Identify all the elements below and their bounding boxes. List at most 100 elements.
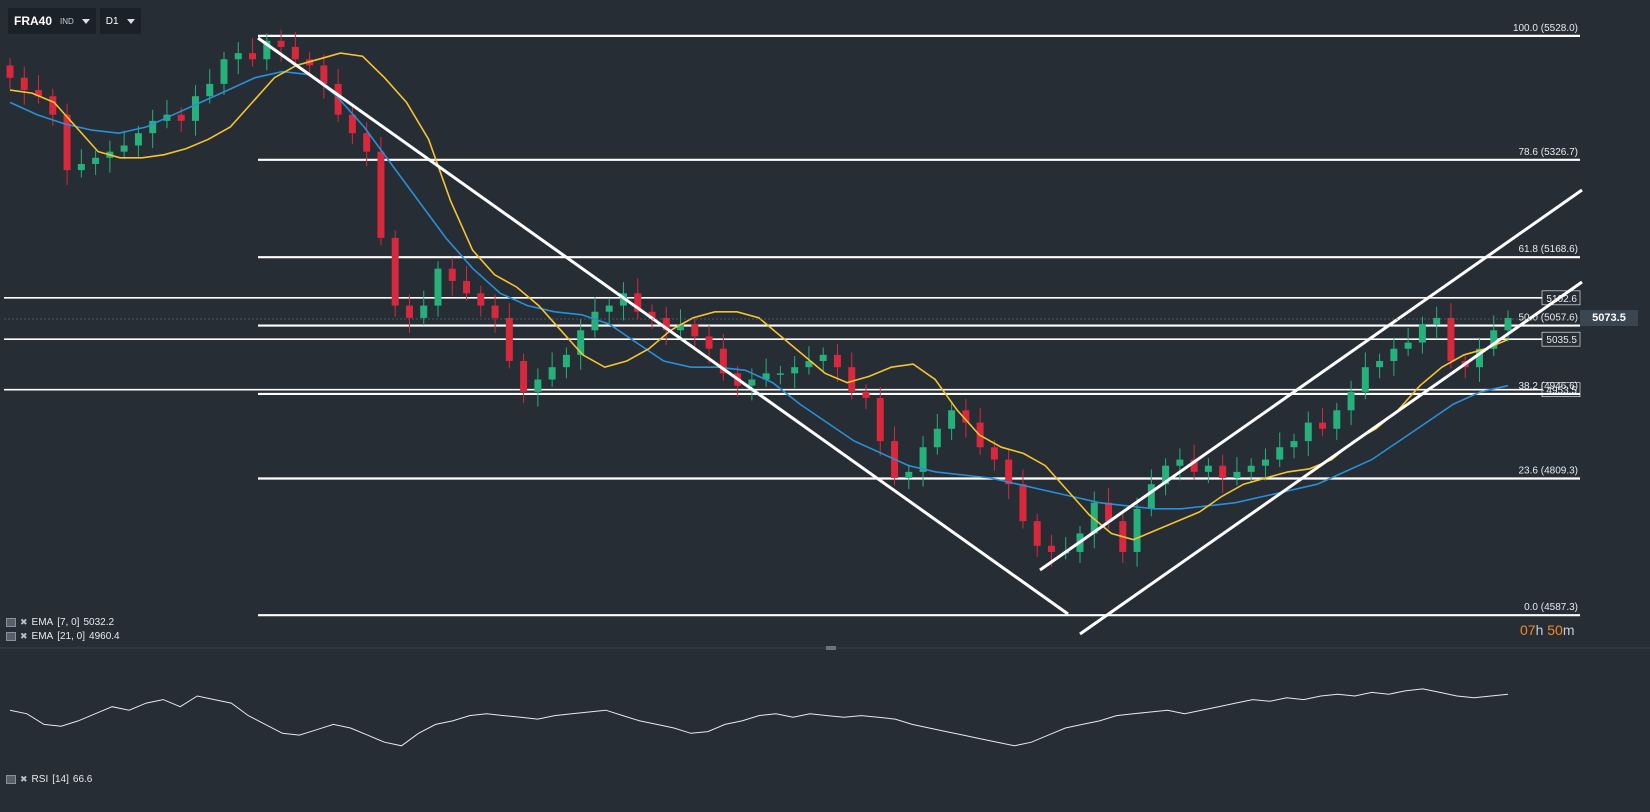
candle-body: [1347, 391, 1355, 411]
candle-body: [1190, 459, 1198, 472]
indicator-settings-icon[interactable]: [6, 632, 16, 641]
fib-level-label: 61.8 (5168.6): [1519, 244, 1579, 255]
candle-body: [277, 40, 285, 47]
candle-body: [791, 367, 799, 374]
timeframe-label: D1: [105, 15, 119, 27]
candle-body: [35, 90, 43, 97]
candle-body: [334, 83, 342, 115]
candle-timer: 07h 50m: [1520, 622, 1575, 638]
fib-level-label: 100.0 (5528.0): [1513, 23, 1578, 34]
candle-body: [1133, 508, 1141, 552]
candle-body: [520, 361, 528, 392]
candle-body: [49, 96, 57, 115]
downtrend-line: [257, 36, 1069, 616]
fib-level-label: 23.6 (4809.3): [1519, 465, 1579, 476]
candle-body: [1247, 465, 1255, 472]
fib-level-label: 50.0 (5057.6): [1519, 313, 1579, 324]
indicator-name: EMA: [31, 617, 54, 628]
instrument-type-label: IND: [60, 16, 74, 26]
rsi-legend[interactable]: ✖ RSI [14] 66.6: [6, 774, 92, 785]
candle-body: [234, 53, 242, 60]
candle-body: [120, 145, 128, 152]
candle-body: [191, 96, 199, 121]
candle-body: [348, 114, 356, 134]
candle-body: [405, 305, 413, 318]
candle-body: [919, 447, 927, 472]
horizontal-line-tag: [1541, 331, 1581, 347]
candle-body: [1304, 422, 1312, 442]
candle-body: [933, 428, 941, 448]
channel-upper-line: [1039, 188, 1583, 572]
candle-body: [562, 354, 570, 368]
chevron-down-icon: [81, 18, 90, 24]
indicator-settings-icon[interactable]: [6, 618, 16, 627]
candle-body: [477, 293, 485, 306]
candle-body: [6, 65, 14, 78]
candle-body: [1404, 342, 1412, 349]
candle-body: [149, 120, 157, 134]
indicator-value: 5032.2: [83, 617, 115, 628]
indicator-value: 66.6: [72, 774, 93, 785]
fib-level-label: 0.0 (4587.3): [1524, 602, 1578, 613]
candle-body: [948, 410, 956, 429]
chevron-down-icon: [126, 18, 135, 24]
ema-7-legend[interactable]: ✖ EMA [7, 0] 5032.2: [6, 617, 114, 628]
candle-body: [548, 367, 556, 380]
candle-body: [805, 361, 813, 368]
candle-body: [1005, 459, 1013, 485]
candle-body: [677, 324, 685, 331]
indicator-params: [21, 0]: [57, 631, 86, 642]
candle-body: [648, 311, 656, 318]
candle-body: [1147, 484, 1155, 509]
channel-lower-line: [1079, 280, 1583, 636]
horizontal-line-label: 5035.5: [1546, 335, 1577, 346]
timeframe-selector[interactable]: D1: [99, 8, 141, 34]
candle-body: [263, 40, 271, 60]
candle-body: [1319, 422, 1327, 429]
close-icon[interactable]: ✖: [20, 631, 28, 641]
candle-body: [1233, 471, 1241, 479]
symbol-label: FRA40: [14, 14, 53, 28]
candle-body: [762, 373, 770, 380]
candle-body: [876, 397, 884, 442]
candle-body: [1475, 348, 1483, 368]
pane-resize-handle: [826, 646, 836, 650]
indicator-settings-icon[interactable]: [6, 775, 16, 784]
candle-body: [391, 237, 399, 306]
candle-body: [705, 336, 713, 349]
candle-body: [662, 317, 670, 331]
candle-body: [1418, 324, 1426, 343]
candle-body: [363, 133, 371, 152]
symbol-selector[interactable]: FRA40 IND: [8, 8, 96, 34]
rsi-line: [9, 688, 1509, 747]
candle-body: [434, 268, 442, 306]
candle-body: [1105, 502, 1113, 522]
candle-body: [92, 157, 100, 164]
candle-body: [1219, 465, 1227, 479]
close-icon[interactable]: ✖: [20, 617, 28, 627]
candle-body: [377, 151, 385, 238]
fib-level-label: 78.6 (5326.7): [1519, 147, 1579, 158]
candle-body: [776, 373, 784, 375]
horizontal-line-label: 5102.6: [1546, 294, 1577, 305]
candle-body: [577, 330, 585, 355]
candle-body: [1261, 459, 1269, 466]
close-icon[interactable]: ✖: [20, 774, 28, 784]
indicator-name: EMA: [31, 631, 54, 642]
fib-level-label: 38.2 (4946.6): [1519, 381, 1579, 392]
candle-body: [1504, 317, 1512, 331]
candle-body: [249, 53, 257, 60]
candle-body: [206, 83, 214, 97]
candle-body: [1433, 317, 1441, 325]
candle-body: [905, 471, 913, 479]
candle-body: [634, 293, 642, 312]
timer-hours: 07: [1520, 622, 1536, 638]
candle-body: [833, 354, 841, 368]
candle-body: [491, 305, 499, 318]
candle-body: [1276, 447, 1284, 460]
ema-21-legend[interactable]: ✖ EMA [21, 0] 4960.4: [6, 631, 120, 642]
candle-body: [20, 77, 28, 91]
candle-body: [177, 114, 185, 121]
candle-body: [1490, 330, 1498, 349]
